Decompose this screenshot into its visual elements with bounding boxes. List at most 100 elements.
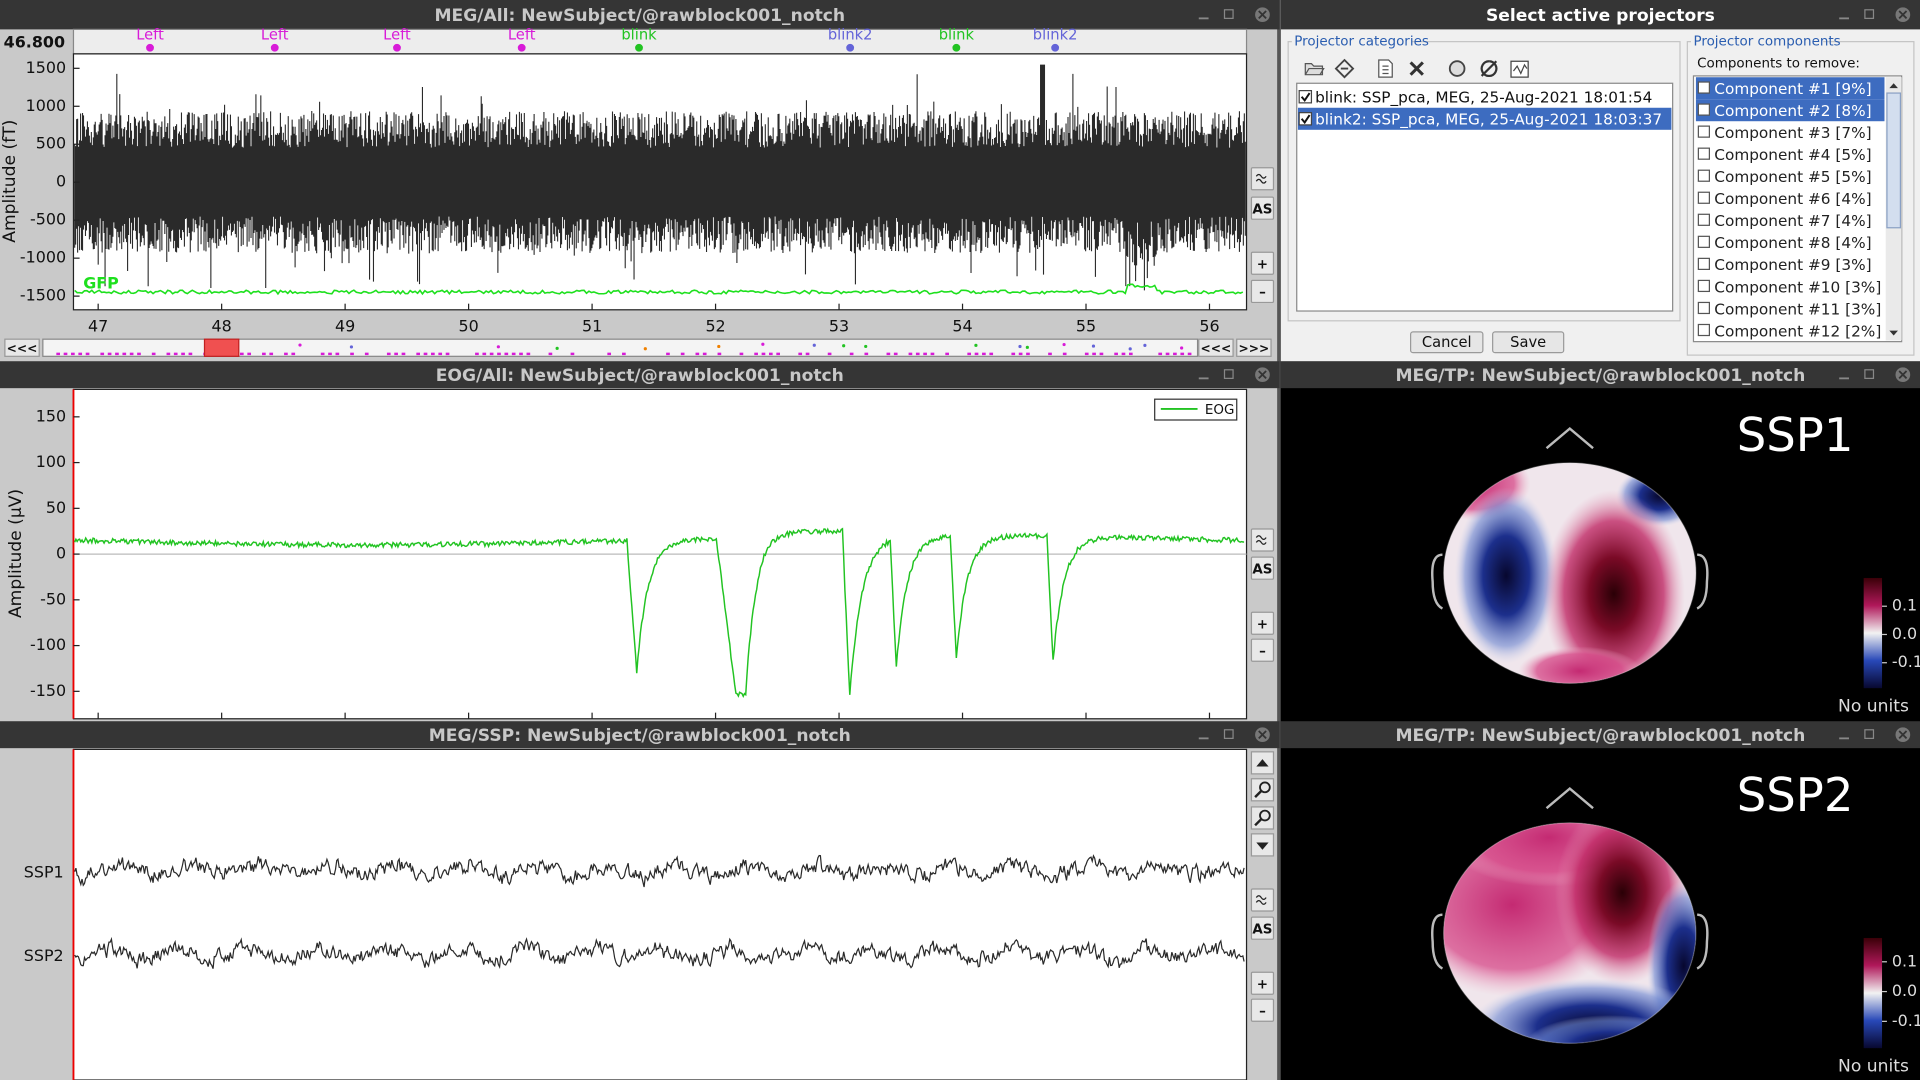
scroll-thumb[interactable]	[1886, 92, 1902, 229]
time-window[interactable]	[203, 338, 240, 357]
checkbox[interactable]	[1697, 191, 1711, 204]
checkbox[interactable]	[1697, 147, 1711, 160]
event-dot	[1025, 345, 1029, 349]
side-button-label: +	[1257, 977, 1268, 992]
category-item[interactable]: blink2: SSP_pca, MEG, 25-Aug-2021 18:03:…	[1315, 111, 1662, 130]
component-item[interactable]: Component #6 [4%]	[1714, 190, 1871, 208]
dialog-button[interactable]	[1492, 331, 1565, 354]
colorbar-tick-label: -0.1	[1892, 652, 1920, 671]
event-tick	[666, 352, 670, 356]
checkbox[interactable]	[1697, 301, 1711, 315]
restore-button[interactable]	[1223, 729, 1234, 739]
nav-button[interactable]	[4, 338, 40, 357]
event-marker[interactable]	[952, 43, 961, 52]
nav-button[interactable]	[1198, 338, 1234, 357]
x-tick-label: 54	[952, 316, 972, 335]
side-button[interactable]	[1250, 998, 1275, 1022]
y-tick-label: 100	[36, 452, 66, 471]
scroll-down[interactable]	[1889, 330, 1898, 336]
event-marker[interactable]	[635, 43, 643, 52]
component-item[interactable]: Component #11 [3%]	[1714, 300, 1881, 318]
checkbox[interactable]	[1697, 257, 1711, 271]
category-item[interactable]: blink: SSP_pca, MEG, 25-Aug-2021 18:01:5…	[1315, 88, 1652, 107]
restore-button[interactable]	[1864, 369, 1875, 379]
group-title: Projector categories	[1294, 35, 1429, 50]
zoom-handle	[1254, 790, 1263, 799]
event-label: blink2	[828, 27, 873, 44]
event-tick	[982, 352, 986, 356]
checkbox[interactable]	[1697, 81, 1711, 94]
event-marker[interactable]	[393, 43, 401, 52]
component-item[interactable]: Component #9 [3%]	[1714, 256, 1871, 274]
side-button[interactable]	[1250, 196, 1275, 220]
checkbox[interactable]	[1697, 323, 1711, 337]
component-item[interactable]: Component #2 [8%]	[1714, 102, 1871, 120]
component-item[interactable]: Component #1 [9%]	[1714, 80, 1871, 98]
checkbox[interactable]	[1697, 169, 1711, 182]
selected-row	[1695, 77, 1885, 100]
event-dot	[842, 344, 846, 348]
topo-label: SSP1	[1737, 408, 1854, 462]
gfp-label: GFP	[83, 274, 119, 293]
side-button[interactable]	[1250, 251, 1275, 275]
side-button[interactable]	[1250, 611, 1275, 635]
close-icon	[1898, 370, 1908, 380]
checkbox[interactable]	[1697, 279, 1711, 293]
restore-button[interactable]	[1864, 729, 1875, 739]
scroll-up[interactable]	[1889, 83, 1898, 89]
title-bar	[0, 361, 1280, 389]
event-marker[interactable]	[270, 43, 279, 52]
component-item[interactable]: Component #12 [2%]	[1714, 322, 1881, 340]
event-tick	[761, 352, 766, 356]
nav-button-label: <<<	[7, 341, 38, 355]
event-dot	[1180, 346, 1184, 350]
colorbar-tick-label: 0.0	[1892, 981, 1917, 1000]
event-tick	[115, 352, 119, 356]
side-button[interactable]	[1250, 971, 1275, 995]
nav-button[interactable]	[1236, 338, 1272, 357]
event-tick	[129, 352, 134, 356]
side-button-label: AS	[1252, 562, 1272, 577]
zoom-handle	[1254, 818, 1263, 827]
component-item[interactable]: Component #8 [4%]	[1714, 234, 1871, 252]
side-button[interactable]	[1250, 888, 1275, 912]
event-dot	[349, 345, 354, 349]
side-button[interactable]	[1250, 638, 1275, 662]
component-item[interactable]: Component #7 [4%]	[1714, 212, 1871, 230]
event-tick	[1084, 352, 1089, 356]
component-item[interactable]: Component #3 [7%]	[1714, 124, 1871, 142]
event-marker[interactable]	[846, 43, 855, 52]
event-marker[interactable]	[1051, 43, 1060, 52]
side-button[interactable]	[1250, 556, 1275, 580]
side-button[interactable]	[1250, 916, 1275, 940]
head-outline	[1443, 822, 1697, 1044]
restore-button[interactable]	[1223, 369, 1234, 379]
event-tick	[967, 352, 972, 356]
component-item[interactable]: Component #10 [3%]	[1714, 278, 1881, 296]
event-marker[interactable]	[146, 43, 154, 52]
restore-button[interactable]	[1223, 9, 1234, 19]
checkbox[interactable]	[1697, 125, 1711, 138]
event-dot	[864, 344, 868, 349]
event-label: Left	[136, 27, 164, 44]
component-item[interactable]: Component #5 [5%]	[1714, 168, 1871, 186]
event-dot	[496, 345, 500, 349]
side-button[interactable]	[1250, 167, 1275, 191]
event-tick	[702, 352, 707, 356]
component-item[interactable]: Component #4 [5%]	[1714, 146, 1871, 164]
restore-button[interactable]	[1864, 9, 1875, 19]
checkbox[interactable]	[1697, 103, 1711, 116]
event-label: blink	[939, 27, 975, 44]
side-button[interactable]	[1250, 528, 1275, 552]
event-dot	[1018, 344, 1022, 349]
checkbox[interactable]	[1697, 213, 1711, 226]
checkbox[interactable]	[1697, 235, 1711, 248]
dialog-button[interactable]	[1410, 331, 1484, 354]
y-tick-label: -150	[30, 681, 66, 700]
colorbar	[1863, 577, 1883, 689]
event-marker[interactable]	[517, 43, 526, 52]
time-scrollbar[interactable]	[42, 338, 1199, 357]
event-tick	[511, 352, 516, 356]
side-button[interactable]	[1250, 279, 1275, 304]
event-tick	[1026, 352, 1030, 356]
